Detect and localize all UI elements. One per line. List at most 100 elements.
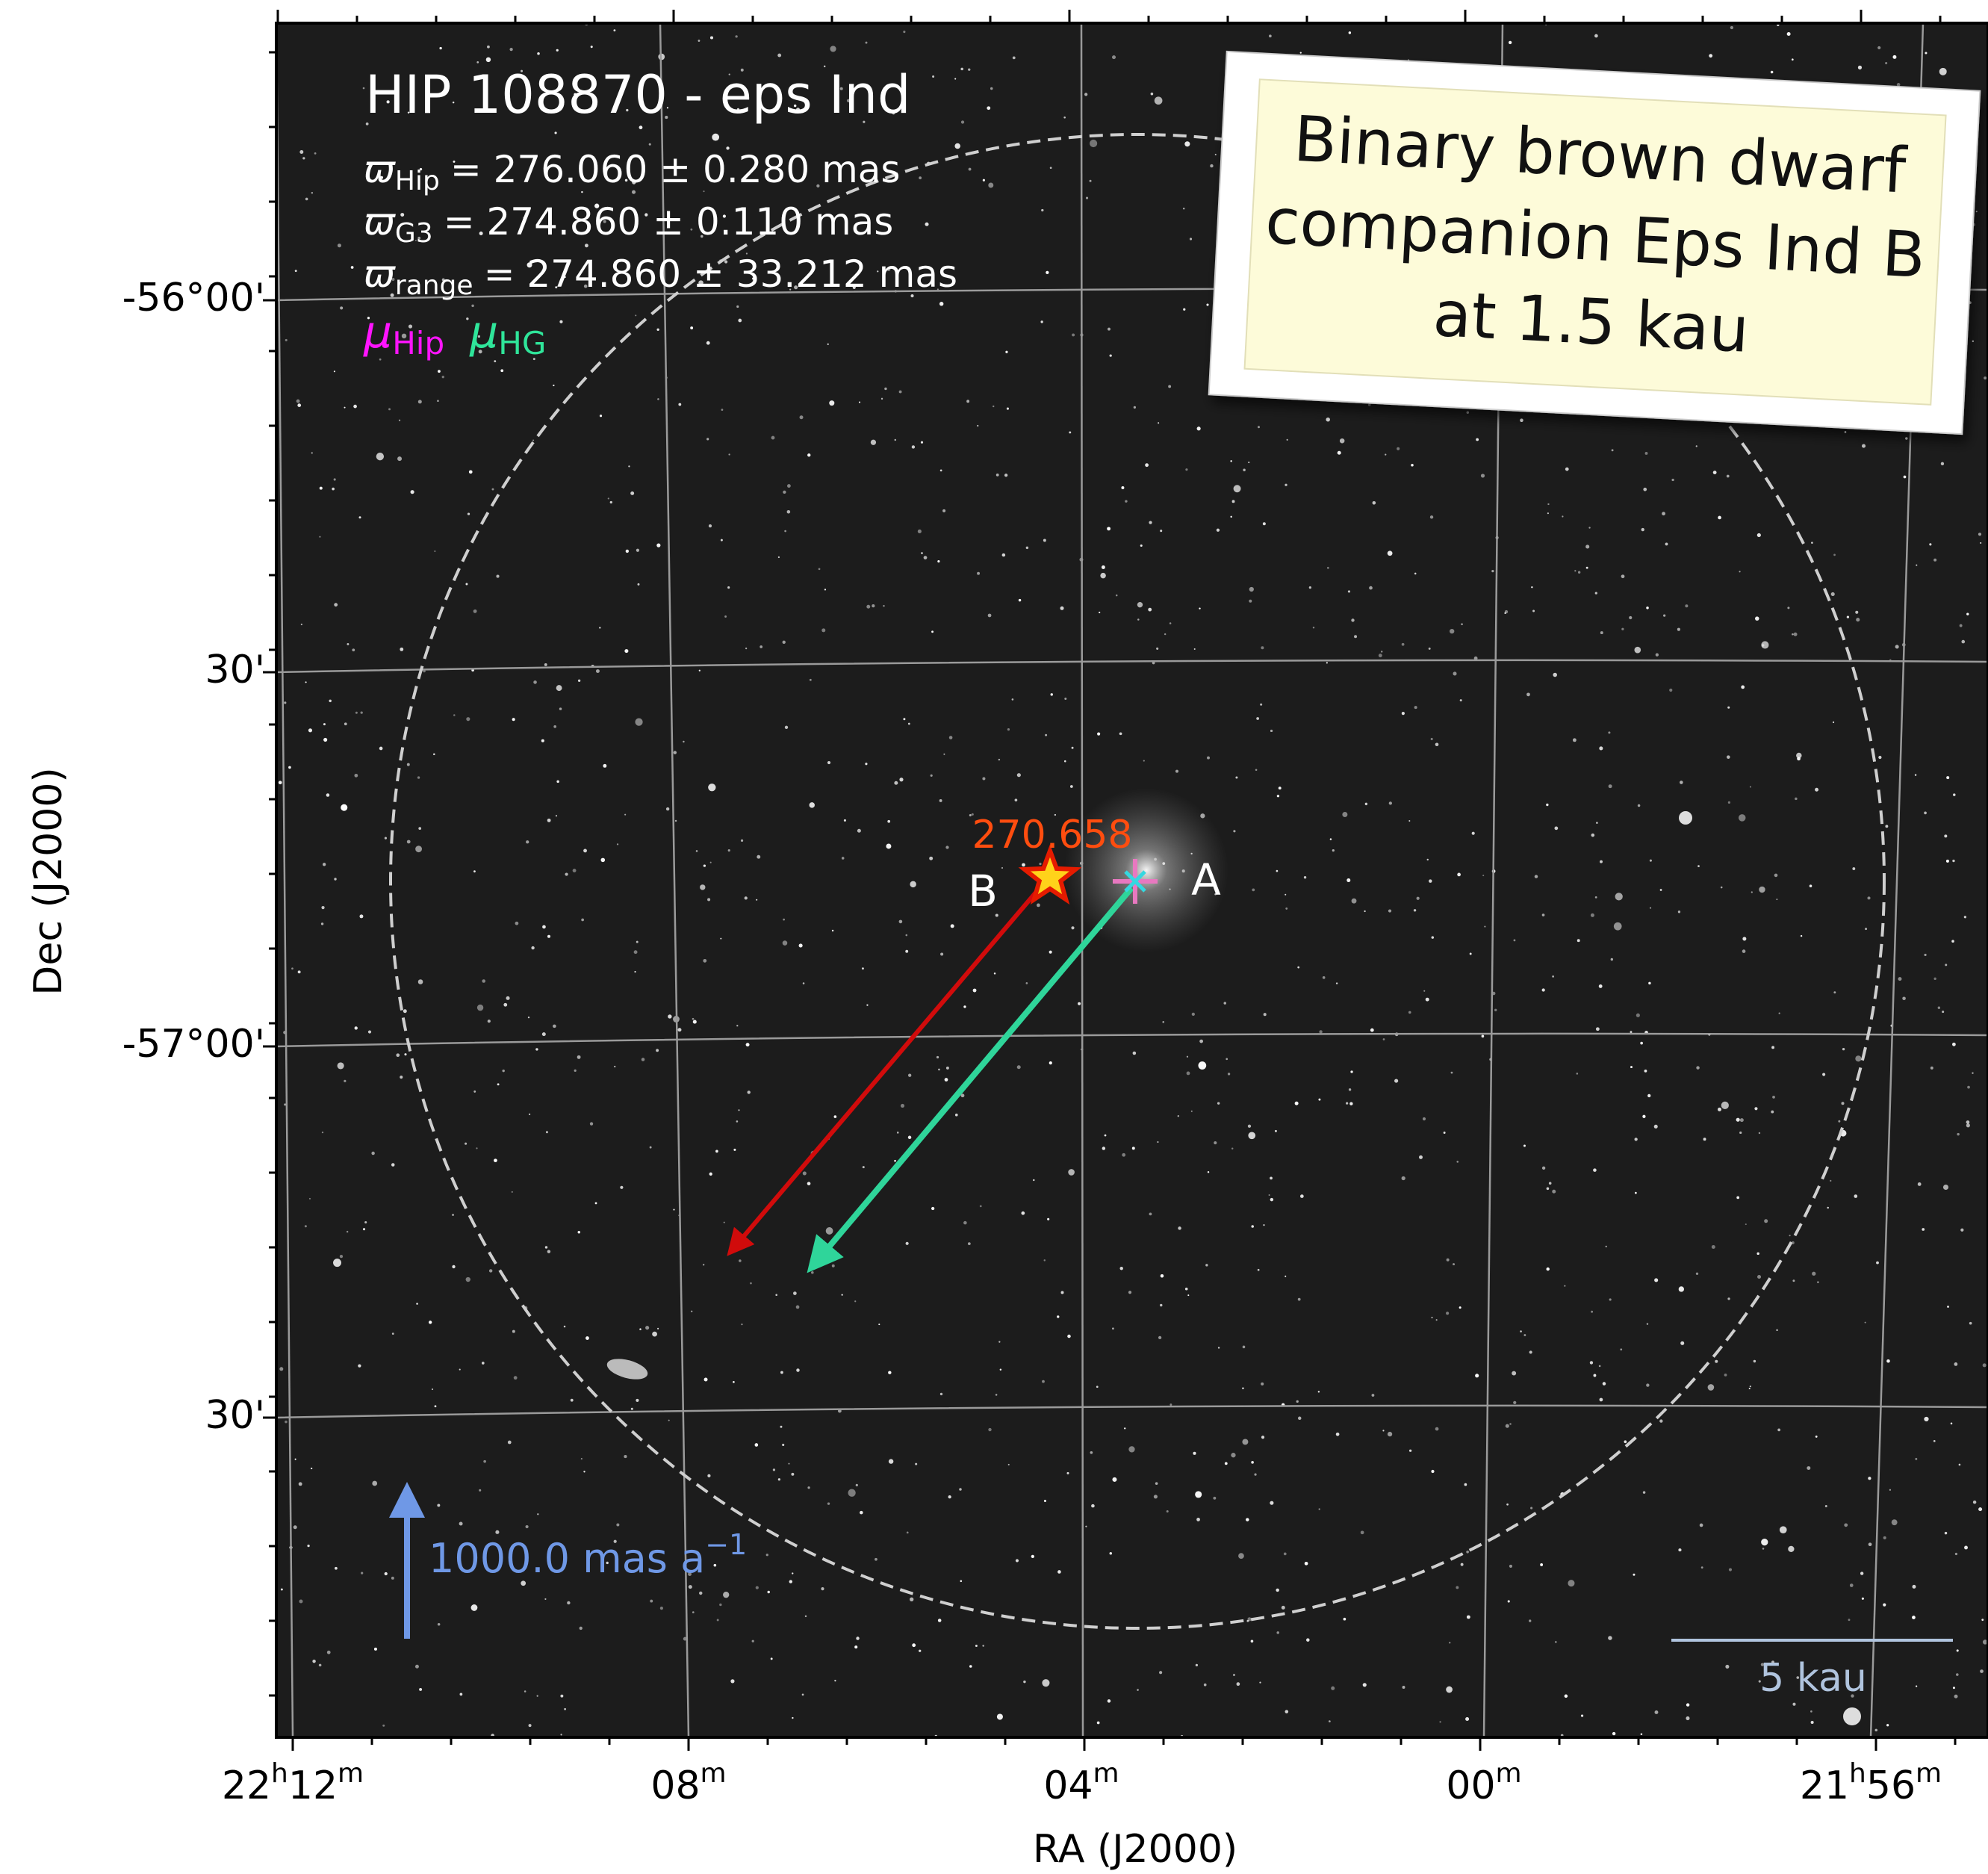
star-dot (636, 1398, 639, 1402)
star-dot (1153, 1495, 1158, 1499)
star-dot (1252, 888, 1255, 892)
star-dot (954, 143, 960, 149)
star-dot (1217, 1102, 1220, 1105)
star-dot (536, 1695, 538, 1697)
y-ticks: -56°00' 30' -57°00' 30' (122, 276, 265, 1438)
grid-line (276, 1032, 1988, 1048)
star-dot (990, 87, 993, 90)
star-dot (827, 761, 831, 765)
star-dot (995, 473, 999, 477)
star-dot (1217, 1347, 1220, 1349)
star-dot (528, 1724, 532, 1728)
star-dot (537, 52, 540, 55)
star-dot (1634, 1138, 1638, 1141)
star-dot (939, 469, 942, 472)
star-dot (698, 280, 703, 285)
star-dot (1726, 474, 1730, 478)
star-dot (963, 1220, 967, 1225)
star-dot (1331, 1686, 1335, 1690)
star-dot (355, 711, 358, 714)
star-dot (314, 152, 317, 155)
star-dot (1933, 977, 1936, 981)
star-dot (1504, 609, 1509, 614)
star-dot (346, 1230, 349, 1233)
star-dot (1792, 633, 1794, 636)
star-dot (1435, 742, 1439, 747)
star-dot (311, 452, 313, 454)
star-dot (1480, 474, 1485, 478)
star-dot (1227, 1073, 1231, 1076)
star-dot (1886, 1359, 1890, 1363)
star-dot (542, 925, 546, 929)
star-dot (657, 1327, 659, 1330)
star-dot (1043, 539, 1046, 542)
star-dot (590, 46, 593, 49)
star-dot (365, 122, 369, 125)
star-dot (1306, 1638, 1310, 1642)
star-dot (1972, 1500, 1977, 1504)
star-dot (972, 988, 977, 993)
star-dot (1249, 599, 1252, 603)
star-dot (1461, 623, 1463, 626)
star-dot (1756, 533, 1761, 538)
star-dot (816, 184, 820, 187)
star-dot (1124, 1427, 1126, 1430)
star-dot (437, 1622, 441, 1626)
grid-line (276, 1404, 1988, 1419)
grid-line (659, 23, 690, 1737)
star-dot (459, 1693, 463, 1696)
star-dot (515, 921, 519, 925)
star-dot (556, 49, 559, 52)
star-dot (841, 1294, 843, 1296)
pm-subscript: Hip (392, 325, 444, 362)
star-dot (452, 1214, 454, 1216)
star-dot (1342, 812, 1348, 818)
star-dot (896, 1132, 899, 1134)
star-dot (1326, 662, 1328, 664)
star-dot (401, 333, 407, 339)
star-dot (1367, 403, 1371, 406)
star-dot (690, 228, 693, 231)
star-dot (656, 543, 661, 547)
star-dot (713, 1563, 717, 1567)
star-dot (752, 277, 754, 280)
star-dot (907, 722, 910, 725)
star-dot (1505, 1424, 1509, 1428)
minute-unit: m (1093, 1758, 1119, 1789)
star-dot (554, 131, 557, 134)
star-dot (635, 314, 637, 317)
star-dot (441, 278, 445, 282)
reference-exponent: −1 (705, 1528, 747, 1561)
star-dot (1646, 1383, 1650, 1387)
star-dot (1846, 615, 1850, 618)
star-dot (407, 111, 410, 114)
star-dot (1401, 1176, 1405, 1181)
star-dot (865, 41, 868, 44)
star-dot (777, 53, 782, 58)
star-dot (491, 488, 494, 491)
star-dot (1795, 797, 1798, 801)
star-dot (1912, 1616, 1916, 1619)
star-dot (1925, 52, 1928, 55)
star-dot (512, 1330, 515, 1333)
galaxy (606, 1359, 648, 1380)
star-dot (1128, 1446, 1135, 1453)
star-dot (340, 306, 344, 310)
star-dot (858, 401, 861, 403)
star-dot (1540, 1563, 1544, 1566)
star-dot (1224, 1462, 1228, 1465)
star-dot (1615, 893, 1623, 901)
star-dot (966, 400, 970, 403)
star-dot (1677, 910, 1681, 913)
star-dot (1605, 1245, 1607, 1247)
star-dot (1248, 1132, 1256, 1140)
star-dot (1303, 875, 1307, 879)
star-dot (1018, 598, 1022, 602)
star-dot (791, 1472, 795, 1476)
star-dot (741, 1324, 743, 1326)
star-dot (616, 1523, 620, 1527)
star-dot (1641, 527, 1644, 532)
star-dot (465, 1276, 470, 1282)
star-dot (740, 839, 744, 842)
star-dot (1260, 703, 1263, 706)
